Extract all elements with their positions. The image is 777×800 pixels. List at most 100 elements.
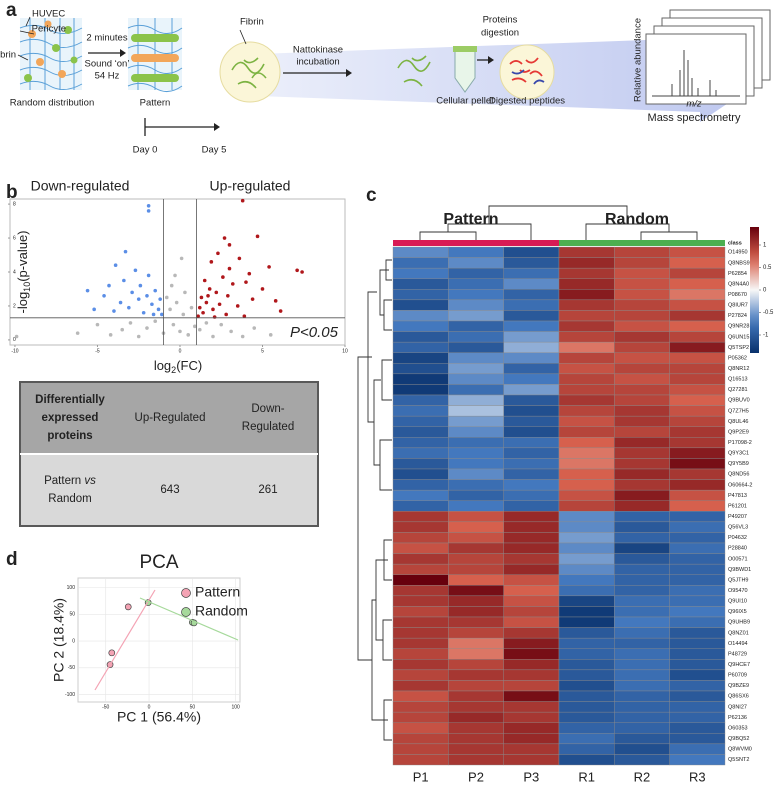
heatmap-cell bbox=[392, 267, 449, 279]
row-label: Q8NZ01 bbox=[728, 630, 749, 636]
heatmap-cell bbox=[669, 743, 726, 755]
row-label: P28840 bbox=[728, 546, 747, 552]
data-point bbox=[113, 263, 118, 268]
label: Random distribution bbox=[10, 98, 95, 109]
heatmap-cell bbox=[558, 500, 615, 512]
x-tick-label: -10 bbox=[11, 348, 18, 354]
heatmap-cell bbox=[448, 415, 504, 427]
heatmap-cell bbox=[558, 384, 615, 396]
pca-plot: -50 0 50 100 -100 -50 0 50 100 Pattern Random bbox=[65, 578, 248, 710]
y-tick-label: 0 bbox=[13, 337, 16, 343]
heatmap-cell bbox=[503, 648, 560, 660]
heatmap-cell bbox=[392, 553, 449, 565]
data-point bbox=[178, 329, 182, 334]
heatmap-cell bbox=[558, 585, 615, 597]
heatmap-cell bbox=[392, 669, 449, 681]
heatmap-cell bbox=[669, 521, 726, 533]
data-point bbox=[240, 334, 245, 339]
data-point bbox=[153, 319, 158, 324]
x-tick-label: 5 bbox=[261, 348, 264, 354]
heatmap-cell bbox=[614, 267, 670, 279]
group-label: Random bbox=[605, 211, 669, 228]
row-label: O14494 bbox=[728, 641, 748, 647]
heatmap-cell bbox=[392, 690, 449, 702]
data-point bbox=[244, 280, 248, 284]
heatmap-cell bbox=[614, 585, 670, 597]
heatmap-cell bbox=[558, 659, 615, 671]
heatmap-cell bbox=[669, 553, 726, 565]
heatmap-cell bbox=[614, 394, 670, 406]
heatmap-cell bbox=[448, 405, 504, 417]
data-point bbox=[130, 290, 134, 295]
heatmap-cell bbox=[614, 669, 670, 681]
row-label: P05362 bbox=[728, 355, 747, 361]
y-tick-label: 50 bbox=[69, 612, 75, 618]
heatmap-cell bbox=[503, 458, 560, 470]
data-point bbox=[211, 307, 215, 312]
row-label: Q5SNT2 bbox=[728, 757, 749, 763]
y-axis-label: -log10(p-value) bbox=[15, 231, 32, 314]
table-header bbox=[20, 382, 318, 454]
data-point bbox=[118, 300, 123, 305]
heatmap-cell bbox=[669, 606, 726, 618]
heatmap-cell bbox=[558, 278, 615, 290]
label-part: (p-value) bbox=[15, 231, 30, 282]
heatmap-cell bbox=[448, 521, 504, 533]
heatmap-cell bbox=[392, 320, 449, 332]
heatmap-cell bbox=[392, 563, 449, 575]
heatmap-cell bbox=[614, 637, 670, 649]
row-label: Random bbox=[48, 493, 91, 505]
heatmap-cell bbox=[392, 585, 449, 597]
heatmap-cell bbox=[669, 257, 726, 269]
x-tick-label: 0 bbox=[179, 348, 182, 354]
row-label: Q9UI10 bbox=[728, 599, 747, 605]
heatmap-cell bbox=[558, 511, 615, 523]
heatmap-cell bbox=[558, 627, 615, 639]
data-point bbox=[146, 273, 151, 278]
heatmap-cell bbox=[614, 711, 670, 723]
header-cell: Up-Regulated bbox=[135, 412, 206, 424]
data-point bbox=[85, 288, 90, 293]
row-label: Q9UHB9 bbox=[728, 620, 750, 626]
heatmap-cell bbox=[392, 532, 449, 544]
heatmap-cell bbox=[448, 257, 504, 269]
heatmap-cell bbox=[614, 733, 670, 745]
heatmap-cell bbox=[614, 521, 670, 533]
column-label: P2 bbox=[468, 769, 484, 784]
heatmap-cell bbox=[614, 331, 670, 343]
heatmap-cell bbox=[614, 405, 670, 417]
panel-letter: b bbox=[6, 182, 18, 203]
data-point bbox=[216, 251, 220, 256]
row-label: Q9NR28 bbox=[728, 324, 749, 330]
heatmap-cell bbox=[448, 352, 504, 364]
row-dendrogram bbox=[357, 259, 392, 741]
heatmap-cell bbox=[669, 437, 726, 449]
data-point bbox=[250, 297, 255, 301]
heatmap-cell bbox=[392, 489, 449, 501]
data-point bbox=[164, 295, 169, 300]
heatmap-cell bbox=[558, 405, 615, 417]
heatmap-cell bbox=[448, 627, 504, 639]
y-tick-label: 100 bbox=[67, 585, 76, 591]
heatmap-cell bbox=[669, 426, 726, 438]
data-point bbox=[146, 203, 151, 208]
heatmap-cell bbox=[448, 574, 504, 586]
y-tick-label: 8 bbox=[13, 201, 16, 207]
heatmap-cell bbox=[448, 659, 504, 671]
pca-title: PCA bbox=[139, 552, 178, 573]
significance-note: P<0.05 bbox=[290, 324, 339, 341]
column-dendrogram bbox=[419, 205, 698, 240]
heatmap-cell bbox=[448, 743, 504, 755]
heatmap-cell bbox=[669, 648, 726, 660]
heatmap-cell bbox=[503, 585, 560, 597]
heatmap-cell bbox=[392, 680, 449, 692]
row-label: Pattern vs bbox=[44, 475, 96, 487]
class-bar bbox=[558, 240, 725, 246]
heatmap-cell bbox=[558, 574, 615, 586]
row-label: Q7Z7H5 bbox=[728, 408, 749, 414]
heatmap-cell bbox=[614, 595, 670, 607]
data-point bbox=[150, 302, 154, 307]
plot-frame bbox=[77, 577, 241, 703]
heatmap-cell bbox=[448, 754, 504, 766]
heatmap-cell bbox=[503, 722, 560, 734]
